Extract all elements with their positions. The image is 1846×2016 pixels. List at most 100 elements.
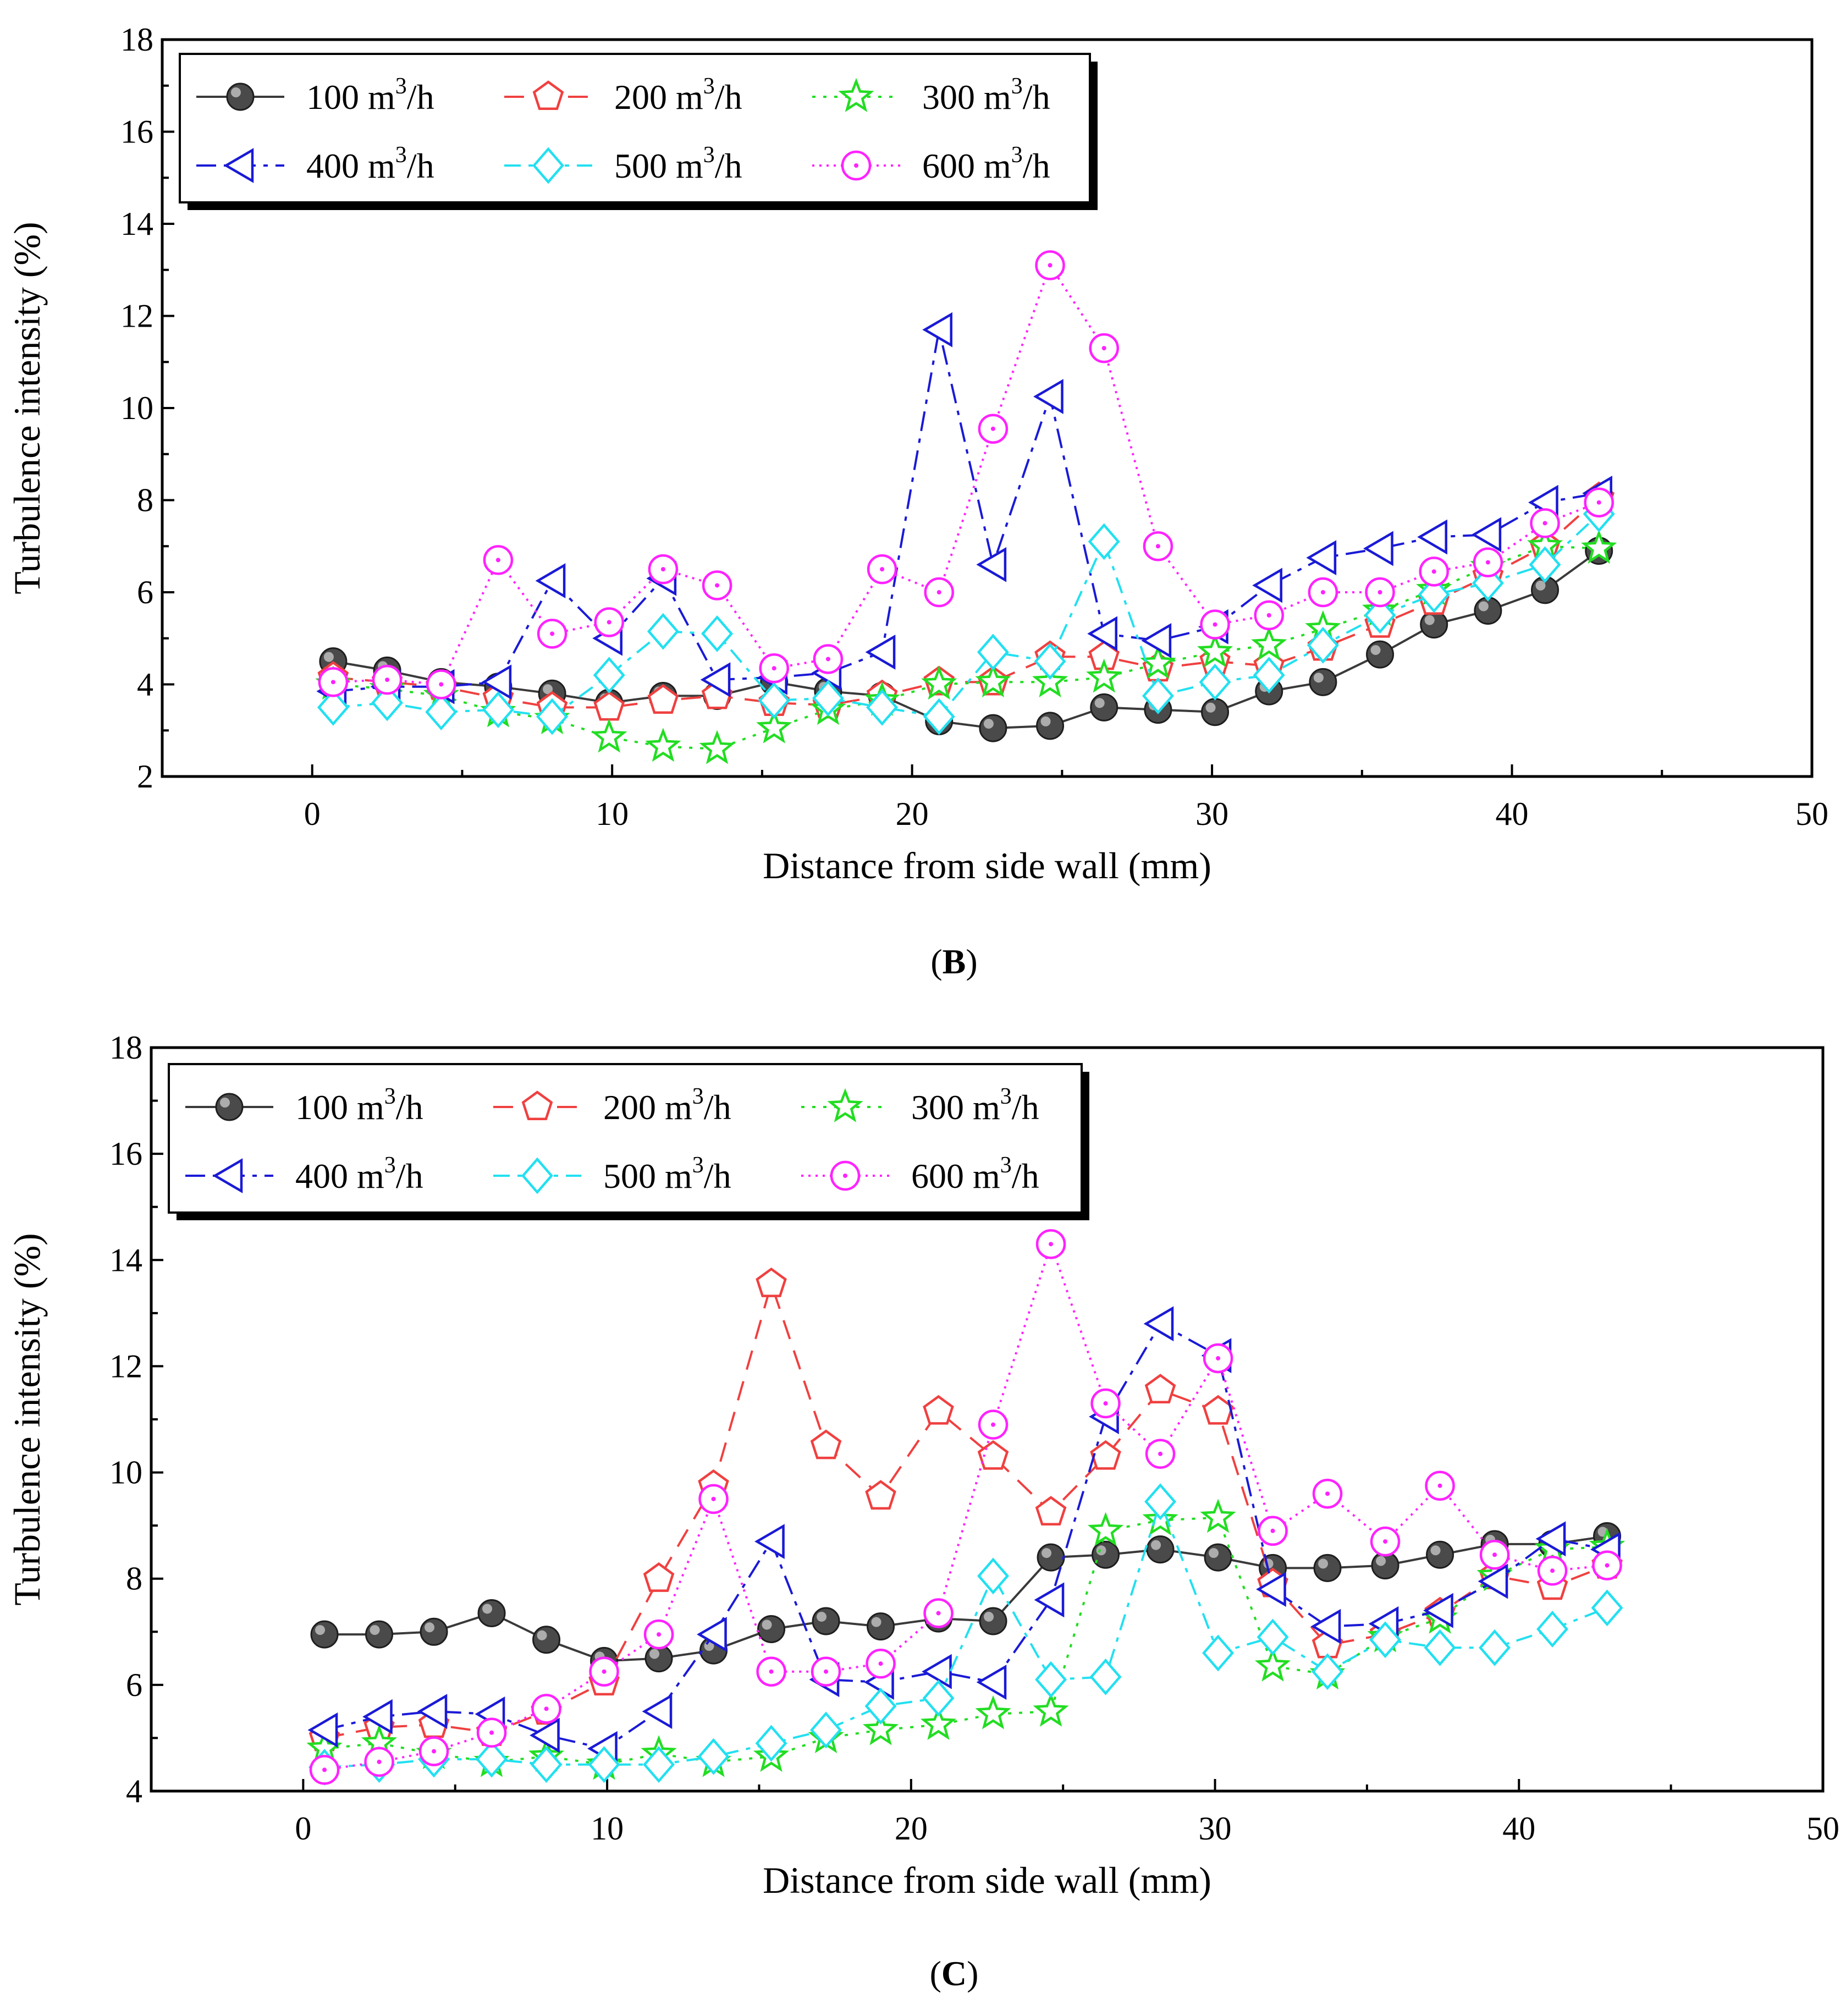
series-1-point (532, 1626, 561, 1654)
series-4-point (700, 662, 731, 698)
series-6-point-center (1266, 613, 1271, 618)
series-line-6 (324, 1243, 1607, 1771)
series-5-point (755, 1725, 787, 1762)
series-5-point (1536, 1611, 1569, 1648)
series-3-point (1251, 626, 1287, 661)
y-tick-label: 14 (109, 1242, 142, 1278)
series-1-point (1092, 1540, 1120, 1569)
series-5-point (1312, 1653, 1344, 1690)
series-1-point-highlight (425, 1622, 435, 1633)
series-1-point-highlight (984, 1611, 994, 1622)
series-2-point (647, 684, 679, 714)
series-6-point-center (1158, 1451, 1163, 1456)
series-5-point (1369, 1621, 1402, 1659)
series-5-point (1144, 1483, 1177, 1521)
panel-label: (C) (930, 1954, 979, 1993)
series-1-point-highlight (983, 719, 994, 729)
series-4-point (1478, 1563, 1508, 1599)
series-line-1 (324, 1535, 1607, 1662)
series-5-point (812, 680, 844, 717)
panel-label-close: ) (967, 1954, 978, 1993)
legend-label-tail: /h (407, 78, 434, 117)
series-4-point (1310, 1609, 1341, 1644)
legend-label-tail: /h (704, 1156, 731, 1196)
series-4-point (1417, 519, 1447, 555)
legend-label-6: 600 m3/h (922, 142, 1050, 185)
series-6-point-center (1542, 521, 1547, 526)
series-3-point (975, 1695, 1011, 1729)
legend-label-sup: 3 (703, 74, 715, 99)
series-4-point (976, 547, 1007, 582)
series-5-point (701, 615, 734, 652)
legend-label-6: 600 m3/h (911, 1153, 1039, 1196)
legend-label-1: 100 m3/h (306, 74, 434, 117)
series-3-point (1140, 645, 1176, 679)
x-axis-title: Distance from side wall (mm) (763, 1859, 1211, 1901)
series-6-point-center (715, 583, 720, 588)
legend-box (179, 53, 1091, 203)
series-1-point-highlight (543, 684, 553, 695)
series-6-point-center (330, 680, 335, 685)
series-6-point-center (936, 1611, 941, 1616)
legend-label-main: 200 m (614, 78, 703, 117)
series-6-point-center (880, 567, 885, 572)
legend-marker-2 (521, 1090, 553, 1121)
series-3-point (920, 1706, 957, 1740)
y-tick-label: 12 (120, 298, 153, 334)
series-4-point (1141, 623, 1172, 658)
series-3-point (1254, 1647, 1291, 1682)
series-3-point (1086, 658, 1122, 693)
series-6-point-center (1437, 1483, 1442, 1488)
series-2-point (1144, 1374, 1176, 1403)
series-1-point (1204, 1543, 1232, 1572)
y-tick-label: 12 (109, 1348, 142, 1384)
series-6-point-center (607, 620, 611, 625)
panel-label-open: ( (930, 942, 942, 981)
legend-label-sup: 3 (395, 74, 407, 99)
legend-label-tail: /h (715, 78, 742, 117)
series-4-group (307, 1306, 1621, 1766)
series-6-point-center (825, 657, 830, 662)
series-6-point-center (1270, 1528, 1275, 1533)
series-5-point (1088, 523, 1120, 560)
legend-label-sup: 3 (384, 1153, 396, 1178)
series-6-point-center (1049, 1242, 1054, 1247)
series-1-point-highlight (315, 1625, 326, 1635)
y-tick-label: 8 (137, 482, 153, 519)
series-6-point-center (1101, 346, 1106, 351)
series-6-point-center (711, 1496, 716, 1501)
series-4-point (530, 1717, 560, 1753)
series-3-point (975, 663, 1011, 698)
series-6-point-center (495, 558, 500, 563)
legend-marker-3 (838, 78, 874, 112)
series-6-point-center (1383, 1539, 1388, 1544)
series-3-point (1581, 530, 1617, 564)
legend-label-main: 500 m (603, 1156, 692, 1196)
series-6-point-center (657, 1632, 662, 1637)
series-6-point-center (1213, 622, 1217, 627)
series-5-point (1591, 1589, 1623, 1627)
legend-label-main: 400 m (306, 146, 395, 185)
legend-label-sup: 3 (395, 142, 407, 168)
y-tick-label: 4 (137, 667, 153, 703)
series-5-point (1479, 1629, 1511, 1666)
series-1-point-highlight (1094, 698, 1105, 708)
series-1-point-highlight (1370, 645, 1381, 656)
series-3-point (862, 1711, 899, 1745)
series-6-point-center (1155, 544, 1160, 549)
series-4-point (976, 1665, 1007, 1700)
y-tick-label: 18 (109, 1029, 142, 1066)
series-5-point (1418, 576, 1450, 613)
y-tick-label: 14 (120, 206, 153, 242)
y-tick-label: 4 (126, 1773, 142, 1809)
legend-label-tail: /h (396, 1088, 423, 1127)
series-1-point-highlight (1096, 1545, 1106, 1556)
series-5-point (1307, 626, 1339, 664)
series-1-point-highlight (1430, 1545, 1441, 1556)
legend-marker-1 (215, 1093, 244, 1121)
series-6-point-center (878, 1661, 883, 1666)
legend-label-main: 100 m (295, 1088, 384, 1127)
legend-label-main: 200 m (603, 1088, 692, 1127)
